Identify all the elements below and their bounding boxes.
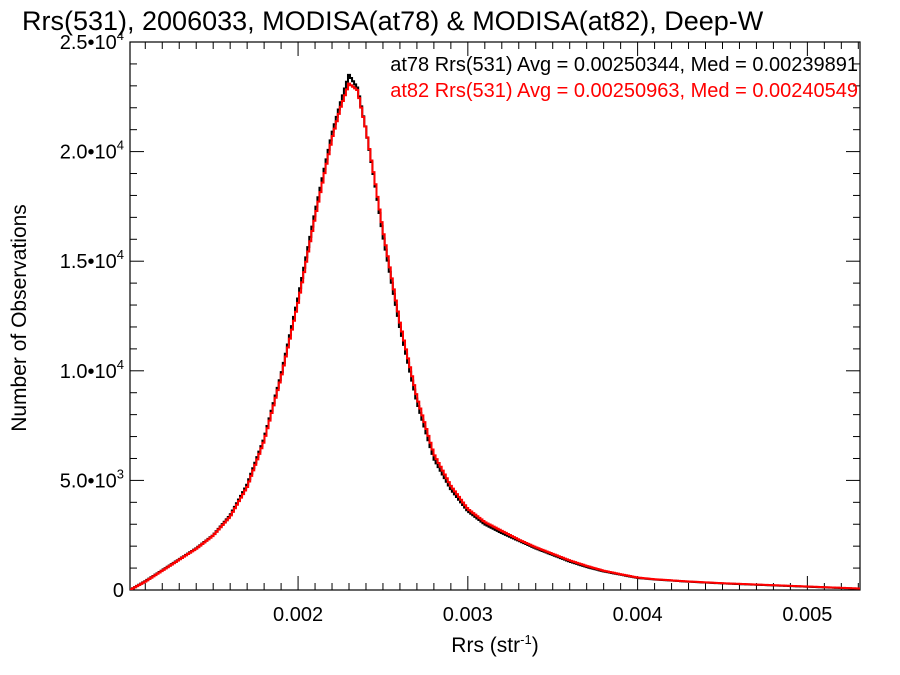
y-tick-mantissa: 5.0•10 [60,470,117,492]
y-tick-label: 1.0•104 [60,357,124,383]
x-axis-title-close: ) [532,634,539,657]
y-tick-exponent: 4 [117,138,124,153]
y-tick-exponent: 3 [117,466,124,481]
y-tick-mantissa: 0 [113,580,124,602]
y-tick-label: 1.5•104 [60,247,124,273]
x-tick-label: 0.004 [613,604,663,626]
x-axis-title-main: Rrs (str [451,634,520,657]
y-tick-mantissa: 1.5•10 [60,251,117,273]
y-tick-exponent: 4 [117,357,124,372]
y-tick-exponent: 4 [117,28,124,43]
x-axis-title: Rrs (str-1) [451,632,538,657]
y-tick-mantissa: 2.5•10 [60,32,117,54]
series-at78-line [130,73,860,590]
x-tick-label: 0.003 [443,604,493,626]
y-tick-mantissa: 2.0•10 [60,142,117,164]
y-tick-label: 2.5•104 [60,28,124,54]
y-axis-title-group: Number of Observations [8,204,31,432]
y-tick-label: 0 [113,580,124,602]
y-tick-label: 5.0•103 [60,466,124,492]
x-tick-label: 0.002 [273,604,323,626]
legend-entry: at78 Rrs(531) Avg = 0.00250344, Med = 0.… [390,54,858,76]
legend-entry: at82 Rrs(531) Avg = 0.00250963, Med = 0.… [390,80,858,102]
series-at82-line [130,82,860,590]
x-tick-label: 0.005 [782,604,832,626]
plot-frame [129,41,861,591]
y-axis-title: Number of Observations [8,204,31,432]
y-tick-mantissa: 1.0•10 [60,361,117,383]
y-tick-exponent: 4 [117,247,124,262]
plot-area: 0.002 0.003 0.004 0.00505.0•1031.0•1041.5•1… [60,28,861,626]
y-tick-label: 2.0•104 [60,138,124,164]
x-axis-title-exponent: -1 [520,632,532,647]
chart-title: Rrs(531), 2006033, MODISA(at78) & MODISA… [22,6,764,36]
